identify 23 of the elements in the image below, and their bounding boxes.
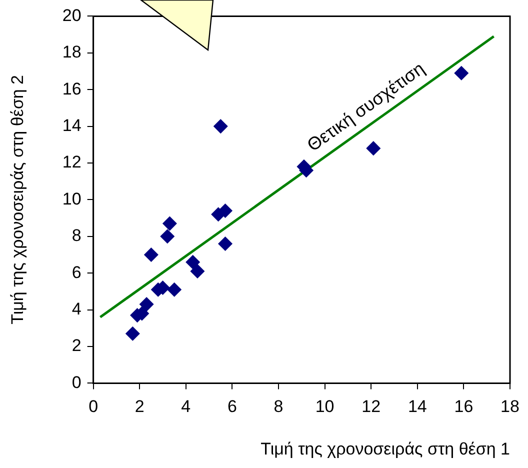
x-tick-label: 8 [274,397,284,416]
y-tick-label: 4 [72,299,82,318]
y-tick-label: 6 [72,262,82,282]
x-tick-label: 6 [227,397,237,416]
y-tick-label: 0 [72,372,82,392]
y-tick-label: 16 [62,79,82,98]
x-axis-title: Τιμή της χρονοσειράς στη θέση 1 [260,439,510,458]
y-tick-label: 20 [62,6,82,25]
y-tick-label: 14 [62,116,82,135]
x-tick-label: 10 [315,397,334,416]
x-tick-label: 0 [88,397,98,416]
y-tick-label: 12 [62,152,82,172]
x-tick-label: 14 [408,397,427,416]
y-tick-label: 10 [62,189,82,208]
x-tick-label: 12 [362,397,381,416]
y-tick-label: 18 [62,42,82,62]
x-tick-label: 16 [454,397,474,416]
y-axis-title: Τιμή της χρονοσειράς στη θέση 2 [8,74,27,324]
y-tick-label: 8 [72,226,82,246]
x-tick-label: 2 [134,397,144,416]
y-tick-label: 2 [72,336,82,356]
x-tick-label: 18 [500,397,520,416]
x-tick-label: 4 [181,397,191,416]
